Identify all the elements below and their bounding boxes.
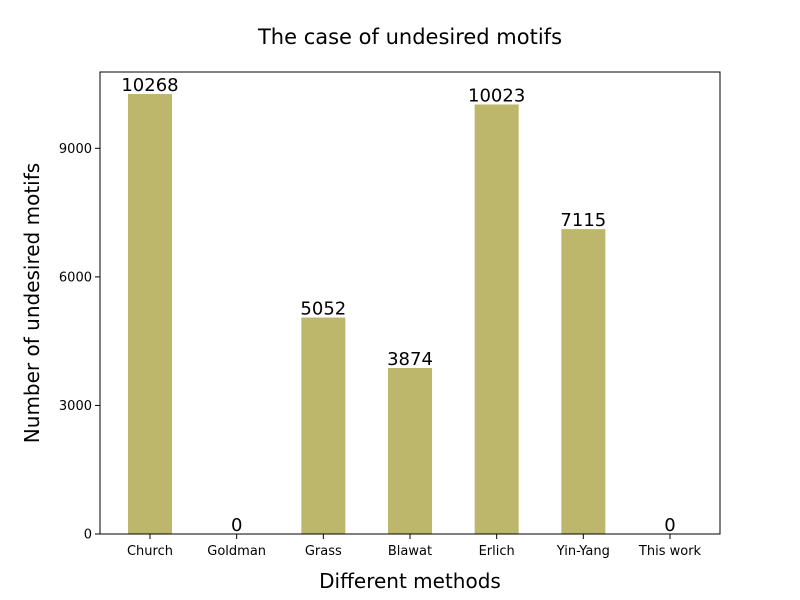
x-tick-label: Goldman — [207, 544, 266, 559]
plot-area: 0 3000 6000 9000 Church 10268 Goldman 0 Grass 505… — [59, 75, 702, 559]
data-label: 3874 — [387, 349, 433, 370]
data-label: 5052 — [300, 299, 346, 320]
x-tick-label: Church — [127, 544, 173, 559]
bar-grass — [301, 317, 346, 534]
y-axis-label: Number of undesired motifs — [20, 163, 44, 443]
bar-erlich — [474, 104, 519, 535]
bar-yin-yang — [561, 229, 606, 534]
data-label: 7115 — [560, 210, 606, 231]
data-label: 0 — [231, 515, 242, 536]
bar-church — [128, 93, 172, 534]
y-tick-label: 6000 — [59, 270, 92, 285]
data-label: 10023 — [468, 85, 525, 106]
chart-title: The case of undesired motifs — [257, 25, 562, 49]
x-tick-label: Erlich — [479, 544, 515, 559]
y-tick-label: 3000 — [59, 399, 92, 414]
x-tick-label: Yin-Yang — [556, 544, 610, 559]
y-tick-label: 9000 — [59, 142, 92, 157]
x-tick-label: This work — [638, 544, 702, 559]
x-axis-label: Different methods — [319, 569, 501, 593]
data-label: 10268 — [121, 75, 178, 96]
bar-blawat — [388, 367, 432, 534]
data-label: 0 — [664, 515, 675, 536]
y-tick-label: 0 — [84, 528, 92, 543]
x-tick-label: Grass — [305, 544, 342, 559]
plot-frame — [99, 71, 721, 535]
x-tick-label: Blawat — [388, 544, 432, 559]
